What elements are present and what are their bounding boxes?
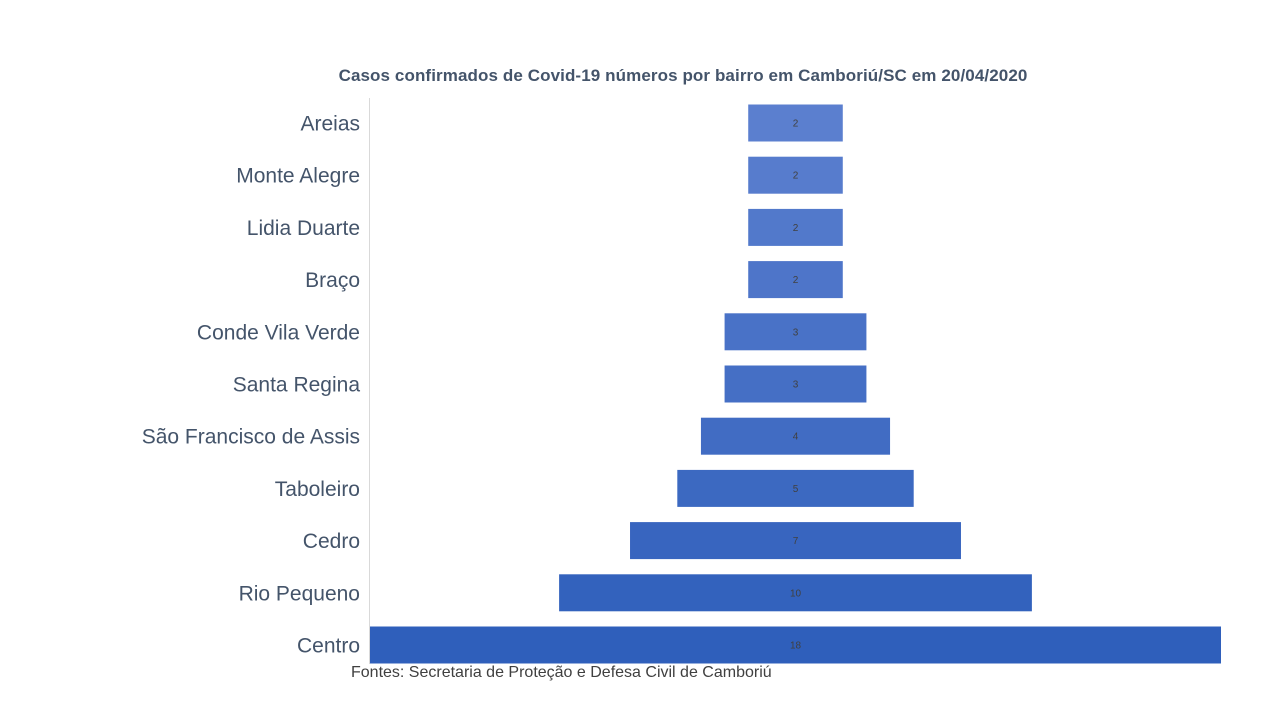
bar-value-label: 2 [793, 275, 799, 286]
category-label: Taboleiro [275, 478, 360, 501]
bar-3 [748, 261, 843, 299]
bar-value-label: 3 [793, 380, 799, 391]
bar-value-label: 10 [790, 588, 802, 599]
bar-value-label: 2 [793, 223, 799, 234]
labels-layer: 2 Areias 2 Monte Alegre 2 Lidia Duarte 2 Braço 3… [142, 113, 802, 658]
bar-value-label: 2 [793, 119, 799, 130]
category-label: Areias [300, 113, 360, 136]
bar-1 [748, 156, 843, 194]
bar-7 [677, 469, 914, 507]
category-label: Monte Alegre [236, 165, 360, 188]
category-label: Santa Regina [233, 374, 361, 397]
bar-value-label: 4 [793, 432, 799, 443]
bar-9 [559, 574, 1032, 612]
bar-value-label: 18 [790, 641, 802, 652]
bar-value-label: 7 [793, 536, 799, 547]
source-note: Fontes: Secretaria de Proteção e Defesa … [351, 664, 772, 681]
bar-10 [370, 626, 1221, 664]
bar-value-label: 5 [793, 484, 799, 495]
category-label: Centro [297, 635, 360, 658]
bar-5 [724, 365, 867, 403]
category-label: Rio Pequeno [239, 582, 360, 605]
category-label: Lidia Duarte [247, 217, 360, 240]
chart-title: Casos confirmados de Covid-19 números po… [338, 66, 1028, 85]
bar-4 [724, 313, 867, 351]
bar-0 [748, 104, 843, 142]
bar-8 [630, 522, 961, 560]
bars-layer [370, 104, 1221, 664]
category-label: São Francisco de Assis [142, 426, 360, 449]
category-label: Cedro [303, 530, 360, 553]
bar-value-label: 2 [793, 171, 799, 182]
bar-value-label: 3 [793, 327, 799, 338]
category-label: Braço [305, 269, 360, 292]
category-label: Conde Vila Verde [197, 321, 360, 344]
bar-6 [700, 417, 891, 455]
bar-2 [748, 208, 843, 246]
